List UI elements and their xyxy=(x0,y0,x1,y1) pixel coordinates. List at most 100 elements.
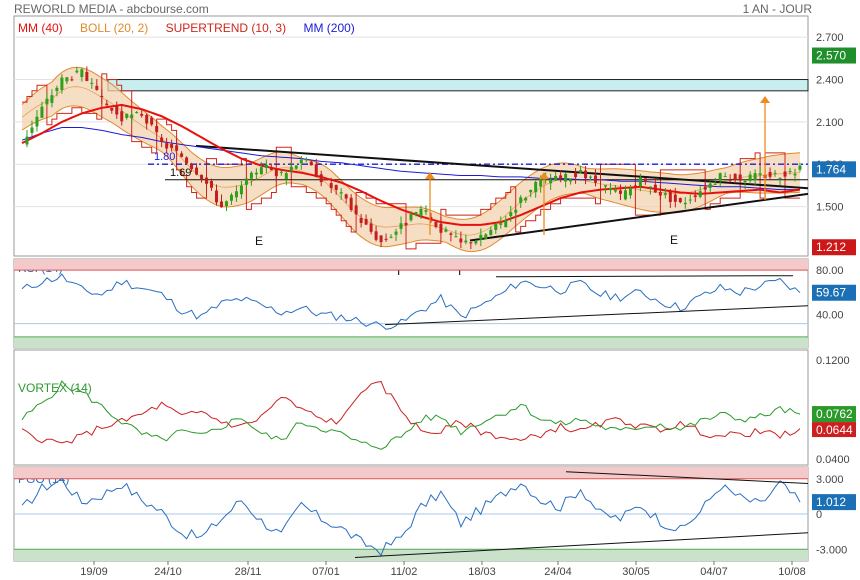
y-tick-label: 2.700 xyxy=(816,32,844,44)
candle-body xyxy=(409,214,413,221)
pgo-tick-label: 0 xyxy=(816,509,822,521)
candle-body xyxy=(454,236,458,238)
resistance-zone xyxy=(107,79,809,92)
candle-body xyxy=(329,183,333,189)
level-label-1-69: 1.69 xyxy=(170,167,191,179)
candle-body xyxy=(663,193,667,195)
candle-body xyxy=(389,236,393,238)
price-tag xyxy=(812,161,856,178)
legend-supertrend: SUPERTREND (10, 3) xyxy=(165,21,287,35)
candle-body xyxy=(349,197,353,210)
candle-body xyxy=(115,105,119,115)
period-label: 1 AN - JOUR xyxy=(742,2,812,16)
candle-body xyxy=(334,184,338,190)
candle-body xyxy=(623,190,627,200)
y-tick-label: 2.400 xyxy=(816,75,844,87)
price-tag-text: 1.212 xyxy=(816,240,846,254)
candle-body xyxy=(444,229,448,232)
rsi-tag xyxy=(812,284,856,301)
candle-body xyxy=(753,173,757,181)
candle-body xyxy=(653,184,657,193)
candle-body xyxy=(259,167,263,175)
pattern-label: T xyxy=(456,264,464,278)
pattern-label: E xyxy=(255,234,263,248)
candle-body xyxy=(524,197,528,201)
candle-body xyxy=(698,191,702,197)
candle-body xyxy=(628,188,632,196)
pgo-trendline-bottom xyxy=(354,532,809,558)
x-tick-label: 11/02 xyxy=(391,566,418,578)
candle-body xyxy=(494,223,498,230)
candle-body xyxy=(105,103,109,106)
candle-body xyxy=(708,183,712,188)
x-tick-label: 07/01 xyxy=(312,566,340,578)
rsi-trendline-bottom xyxy=(384,305,809,326)
x-tick-label: 19/09 xyxy=(80,566,108,578)
candle-body xyxy=(638,177,642,186)
pattern-label: E xyxy=(670,233,678,247)
x-tick-label: 18/03 xyxy=(468,566,496,578)
level-label-1-80: 1.80 xyxy=(154,151,175,163)
candle-body xyxy=(554,175,558,181)
bollinger-band xyxy=(22,67,800,252)
candle-body xyxy=(773,172,777,174)
candle-body xyxy=(678,198,682,203)
candle-body xyxy=(394,231,398,235)
candle-body xyxy=(534,181,538,193)
candle-body xyxy=(55,87,59,92)
candle-body xyxy=(613,189,617,192)
candle-body xyxy=(210,180,214,188)
legend-boll: BOLL (20, 2) xyxy=(80,21,149,35)
candle-body xyxy=(374,231,378,240)
candle-body xyxy=(40,106,44,118)
pgo-low-zone xyxy=(14,549,808,561)
panel-frame-2 xyxy=(13,349,809,466)
pgo-line xyxy=(21,477,801,557)
candle-body xyxy=(185,157,189,164)
price-tag-text: 2.570 xyxy=(816,49,846,63)
candle-body xyxy=(354,205,358,215)
candle-body xyxy=(165,143,169,149)
candle-body xyxy=(379,235,383,243)
rsi-trendline-top xyxy=(495,275,794,278)
candle-body xyxy=(564,173,568,182)
candle-body xyxy=(788,170,792,172)
candle-body xyxy=(190,164,194,170)
pgo-trendline-top xyxy=(565,471,809,484)
rsi-tag-text: 59.67 xyxy=(816,286,846,300)
candle-body xyxy=(324,179,328,181)
pgo-tag-text: 1.012 xyxy=(816,495,846,509)
candle-body xyxy=(180,153,184,157)
candle-body xyxy=(135,112,139,114)
candle-body xyxy=(195,167,199,175)
candle-body xyxy=(344,194,348,199)
candle-body xyxy=(449,233,453,235)
candle-body xyxy=(504,220,508,228)
x-tick-label: 28/11 xyxy=(235,566,262,578)
candle-body xyxy=(414,212,418,215)
trendline-resistance xyxy=(195,144,809,190)
candle-body xyxy=(264,164,268,169)
vortex-minus-line xyxy=(21,380,801,444)
candle-body xyxy=(778,177,782,179)
price-legend: MM (40) BOLL (20, 2) SUPERTREND (10, 3) … xyxy=(18,21,369,35)
candle-body xyxy=(459,238,463,243)
vortex-legend: VORTEX (14) xyxy=(18,381,92,395)
candle-body xyxy=(309,161,313,166)
candle-body xyxy=(728,179,732,181)
candle-body xyxy=(60,77,64,90)
vortex-plus-tag-text: 0.0762 xyxy=(816,407,853,421)
x-tick-label: 04/07 xyxy=(700,566,728,578)
candle-body xyxy=(479,234,483,240)
pgo-tick-label: 3.000 xyxy=(816,474,844,486)
rsi-overbought-zone xyxy=(14,259,808,271)
candle-body xyxy=(200,174,204,179)
trendline-support xyxy=(469,192,809,242)
candle-body xyxy=(693,195,697,198)
candle-body xyxy=(464,240,468,243)
candle-body xyxy=(239,185,243,195)
mm200-line xyxy=(21,127,800,191)
candle-body xyxy=(673,194,677,202)
candle-body xyxy=(469,242,473,244)
candle-body xyxy=(249,172,253,179)
